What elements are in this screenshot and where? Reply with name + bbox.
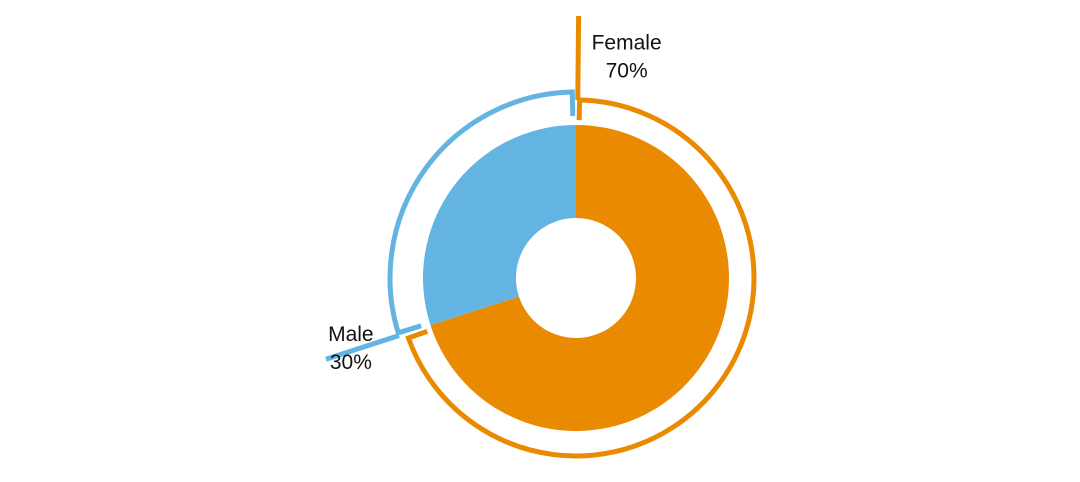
- donut-slice: [430, 125, 730, 431]
- slice-label: Male: [328, 323, 374, 346]
- slice-value-label: 30%: [330, 351, 372, 374]
- slice-value-label: 70%: [606, 60, 648, 83]
- slice-label: Female: [592, 32, 662, 55]
- slice-bracket: [405, 97, 757, 459]
- slice-bracket: [387, 89, 576, 336]
- donut-slice: [423, 125, 576, 326]
- leader-line: [575, 15, 582, 101]
- leader-line: [325, 333, 400, 362]
